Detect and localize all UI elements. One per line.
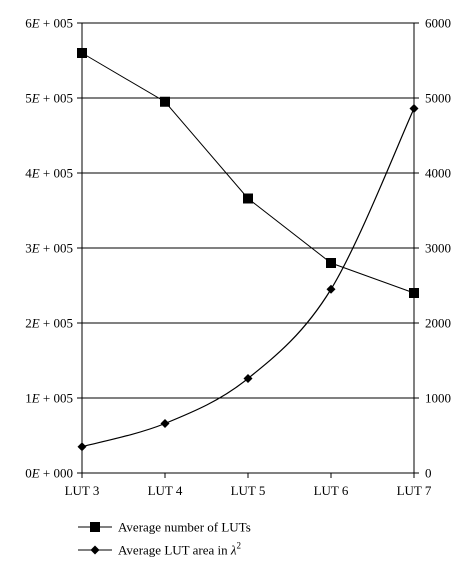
axes: [77, 22, 419, 478]
tick-labels: 0E + 000 1E + 005 2E + 005 3E + 005 4E + 005…: [25, 16, 451, 499]
legend-label-1: Average LUT area in λ2: [118, 541, 241, 558]
y-right-tick-label: 1000: [425, 391, 451, 406]
marker-square-0: [77, 48, 87, 58]
y-right-tick-label: 2000: [425, 316, 451, 331]
marker-square-1: [160, 96, 170, 107]
marker-diamond-0: [77, 442, 87, 452]
y-right-tick-label: 6000: [425, 16, 451, 31]
legend: Average number of LUTs Average LUT area i…: [78, 520, 251, 558]
marker-square-3: [326, 258, 336, 268]
y-right-tick-label: 0: [425, 466, 432, 481]
series-lines: [77, 48, 419, 452]
x-tick-label: LUT 6: [314, 483, 349, 498]
grid-lines: [82, 22, 414, 474]
y-left-tick-label: 4E + 005: [25, 166, 73, 181]
legend-marker-diamond: [90, 545, 100, 555]
marker-square-4: [409, 288, 419, 298]
legend-marker-square: [90, 522, 100, 532]
y-left-tick-label: 6E + 005: [25, 16, 73, 31]
y-right-tick-label: 3000: [425, 241, 451, 256]
y-left-tick-label: 3E + 005: [25, 241, 73, 256]
y-right-tick-label: 5000: [425, 91, 451, 106]
x-tick-label: LUT 4: [148, 483, 183, 498]
x-tick-label: LUT 3: [65, 483, 100, 498]
series-line-lut-area: [81, 108, 415, 448]
marker-diamond-1: [160, 419, 170, 428]
marker-square-2: [243, 193, 253, 204]
legend-label-0: Average number of LUTs: [118, 520, 251, 535]
marker-diamond-4: [409, 104, 419, 113]
y-right-tick-label: 4000: [425, 166, 451, 181]
marker-diamond-3: [326, 284, 336, 294]
x-tick-label: LUT 7: [397, 483, 432, 498]
x-tick-label: LUT 5: [231, 483, 266, 498]
y-left-tick-label: 5E + 005: [25, 91, 73, 106]
marker-diamond-2: [243, 374, 253, 383]
y-left-tick-label: 0E + 000: [25, 466, 73, 481]
y-left-tick-label: 1E + 005: [25, 391, 73, 406]
y-left-tick-label: 2E + 005: [25, 316, 73, 331]
